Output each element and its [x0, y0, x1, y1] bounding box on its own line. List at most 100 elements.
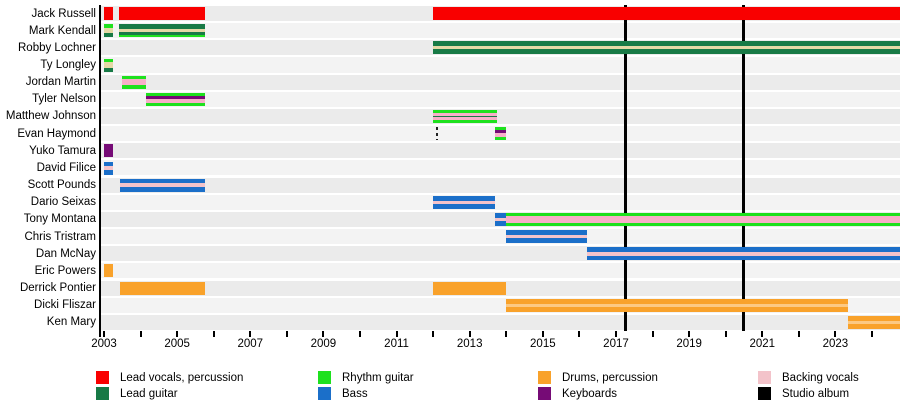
member-name-label: Evan Haymond	[17, 127, 96, 140]
role-stripe-backing_vocals	[433, 200, 496, 205]
member-bar	[104, 144, 114, 158]
member-bar	[495, 127, 507, 141]
role-stripe-drums_light	[506, 303, 849, 308]
role-stripe-backing_vocals	[506, 234, 587, 239]
role-stripe-rhythm_guitar	[495, 137, 507, 141]
role-stripe-backing_vocals	[586, 252, 900, 256]
member-bar	[506, 298, 849, 312]
legend-swatch-backing_vocals	[758, 371, 771, 384]
role-stripe-wheat	[104, 62, 114, 68]
member-row-band	[101, 229, 900, 245]
member-bar	[119, 24, 205, 38]
member-name-label: Jack Russell	[31, 7, 96, 20]
member-name-label: Chris Tristram	[24, 230, 96, 243]
role-stripe-backing_vocals	[104, 166, 114, 170]
legend-item: Drums, percussion	[538, 371, 748, 387]
role-stripe-bass	[120, 178, 205, 184]
legend-label: Rhythm guitar	[342, 372, 414, 384]
role-stripe-bass	[433, 204, 496, 209]
studio-album-line	[623, 5, 627, 332]
axis-tick	[285, 331, 288, 338]
studio-album-line	[742, 5, 746, 332]
member-name-label: Jordan Martin	[25, 76, 96, 89]
axis-tick	[834, 331, 837, 338]
role-stripe-drums	[433, 281, 507, 295]
role-stripe-bass	[433, 195, 496, 201]
role-stripe-drums	[506, 307, 849, 312]
member-name-label: Derrick Pontier	[19, 282, 96, 295]
role-stripe-backing_vocals_bright	[433, 112, 498, 116]
legend-swatch-keyboards	[538, 387, 551, 400]
member-name-label: David Filice	[36, 161, 96, 174]
role-stripe-rhythm_guitar	[119, 35, 205, 38]
role-stripe-drums	[104, 264, 114, 278]
role-stripe-lead_vocals	[433, 7, 900, 21]
role-stripe-keyboards	[146, 95, 205, 99]
member-bar	[586, 247, 900, 261]
role-stripe-lead_guitar	[119, 31, 205, 36]
role-stripe-bass	[495, 213, 507, 218]
axis-tick-label: 2015	[530, 338, 556, 351]
member-bar	[506, 230, 587, 244]
axis-tick	[614, 331, 617, 338]
role-stripe-lead_guitar	[104, 33, 114, 38]
role-stripe-rhythm_guitar	[495, 127, 507, 131]
role-stripe-drums	[506, 298, 849, 304]
role-stripe-drums	[848, 324, 900, 329]
axis-tick	[322, 331, 325, 338]
member-row-band	[101, 160, 900, 176]
member-row-band	[101, 314, 900, 330]
axis-tick	[797, 331, 800, 338]
role-stripe-bass	[506, 238, 587, 244]
axis-tick	[395, 331, 398, 338]
member-bar	[104, 264, 114, 278]
member-name-label: Robby Lochner	[18, 41, 96, 54]
role-stripe-backing_vocals_bright	[122, 78, 147, 86]
role-stripe-keyboards	[495, 130, 507, 134]
role-stripe-lead_guitar	[433, 41, 900, 47]
legend-label: Keyboards	[562, 388, 617, 400]
member-bar	[433, 41, 900, 55]
legend-swatch-bass	[318, 387, 331, 400]
role-stripe-bass	[586, 255, 900, 261]
axis-tick	[212, 331, 215, 338]
role-stripe-lead_vocals	[119, 7, 205, 21]
role-stripe-lead_guitar	[433, 115, 498, 118]
legend-swatch-drums	[538, 371, 551, 384]
axis-tick	[358, 331, 361, 338]
role-stripe-bass	[104, 169, 114, 175]
member-row-band	[101, 263, 900, 279]
axis-tick-label: 2005	[164, 338, 190, 351]
axis-tick-label: 2003	[91, 338, 117, 351]
axis-tick	[432, 331, 435, 338]
role-stripe-bass	[104, 161, 114, 167]
legend-item: Bass	[318, 387, 528, 403]
axis-tick-label: 2019	[676, 338, 702, 351]
member-row-band	[101, 57, 900, 73]
role-stripe-rhythm_guitar	[506, 222, 900, 226]
axis-tick-label: 2009	[310, 338, 337, 351]
role-stripe-lead_guitar	[104, 67, 114, 72]
member-bar	[146, 92, 205, 106]
role-stripe-lead_guitar	[119, 24, 205, 29]
role-stripe-keyboards	[104, 144, 114, 158]
role-stripe-backing_vocals_bright	[146, 98, 205, 103]
member-row-band	[101, 91, 900, 107]
member-name-label: Dicki Fliszar	[34, 299, 96, 312]
member-name-label: Scott Pounds	[27, 179, 96, 192]
member-name-label: Matthew Johnson	[5, 110, 96, 123]
member-bar	[104, 7, 114, 21]
member-row-band	[101, 143, 900, 159]
legend-label: Studio album	[782, 388, 850, 400]
axis-tick-label: 2017	[603, 338, 629, 351]
axis-tick-label: 2007	[237, 338, 264, 351]
legend-label: Drums, percussion	[562, 372, 658, 384]
role-stripe-backing_vocals_bright	[433, 117, 498, 121]
member-name-label: Dario Seixas	[30, 196, 96, 209]
role-stripe-bass	[506, 230, 587, 235]
member-name-label: Mark Kendall	[28, 24, 96, 37]
axis-tick-label: 2023	[822, 338, 849, 351]
legend-item: Rhythm guitar	[318, 371, 528, 387]
role-stripe-wheat	[433, 46, 900, 50]
